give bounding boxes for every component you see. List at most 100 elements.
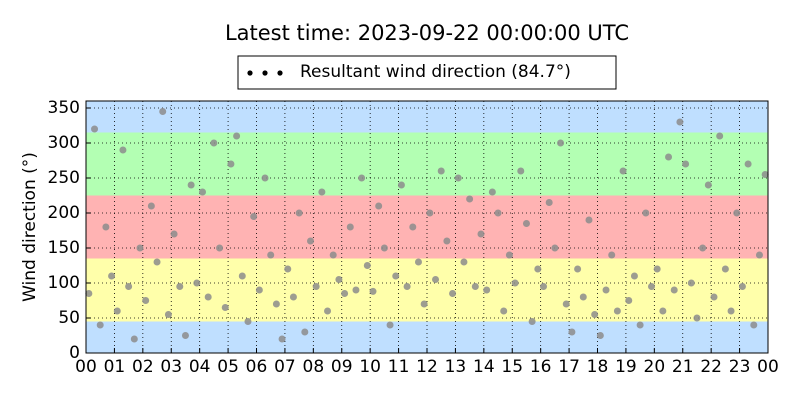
data-point [346, 223, 354, 231]
data-point [210, 139, 218, 147]
x-tick-label: 05 [217, 357, 239, 377]
data-point [500, 307, 508, 315]
legend-marker [277, 70, 283, 76]
data-point [335, 276, 343, 283]
data-point [522, 220, 530, 227]
data-point [414, 258, 422, 266]
x-tick-label: 16 [530, 357, 552, 377]
data-point [551, 244, 559, 252]
data-point [233, 132, 241, 140]
data-point [460, 258, 468, 266]
data-point [693, 314, 701, 322]
data-point [557, 139, 565, 147]
y-tick-label: 50 [58, 308, 80, 328]
data-point [289, 293, 297, 301]
data-point [238, 272, 246, 280]
x-tick-label: 23 [729, 357, 751, 377]
x-tick-label: 03 [160, 357, 182, 377]
legend-marker [262, 70, 268, 76]
data-point [397, 181, 405, 189]
data-point [477, 230, 485, 238]
data-point [153, 258, 161, 266]
data-point [505, 251, 513, 259]
data-point [630, 272, 638, 280]
y-tick-label: 0 [69, 343, 80, 363]
data-point [636, 321, 644, 329]
data-point [403, 283, 411, 290]
data-point [272, 300, 280, 308]
data-point [255, 286, 263, 294]
data-point [352, 286, 360, 294]
data-point [193, 279, 201, 287]
data-point [721, 265, 729, 273]
legend-marker [247, 70, 253, 76]
data-point [596, 332, 604, 339]
data-point [187, 181, 195, 189]
data-point [176, 283, 184, 290]
data-point [699, 244, 707, 252]
data-point [602, 286, 610, 294]
data-point [642, 209, 650, 217]
chart-title: Latest time: 2023-09-22 00:00:00 UTC [225, 21, 629, 45]
data-point [619, 167, 627, 175]
plot-frame [85, 100, 769, 354]
data-point [164, 311, 172, 318]
data-point [432, 276, 440, 283]
data-point [204, 293, 212, 301]
x-tick-label: 18 [587, 357, 609, 377]
data-point [528, 318, 536, 325]
x-tick-label: 11 [388, 357, 410, 377]
data-point [318, 188, 326, 196]
data-point [534, 265, 542, 273]
x-tick-label: 01 [104, 357, 126, 377]
data-point [761, 171, 769, 178]
data-point [312, 283, 320, 290]
data-point [716, 132, 724, 140]
data-point [181, 332, 189, 339]
x-tick-label: 04 [189, 357, 211, 377]
data-point [517, 167, 525, 175]
x-tick-label: 08 [303, 357, 325, 377]
data-point [710, 293, 718, 301]
data-point [119, 146, 127, 154]
y-tick-label: 150 [48, 238, 80, 258]
data-point [96, 321, 104, 329]
data-point [420, 300, 428, 308]
data-point [585, 216, 593, 224]
x-tick-label: 21 [672, 357, 694, 377]
data-point [755, 251, 763, 259]
data-point [653, 265, 661, 273]
data-point [540, 283, 548, 290]
data-point [574, 265, 582, 273]
data-point [750, 321, 758, 329]
data-point [216, 244, 224, 252]
data-point [647, 283, 655, 290]
data-point [682, 160, 690, 168]
data-point [85, 290, 93, 297]
x-tick-label: 07 [274, 357, 296, 377]
data-point [625, 297, 633, 304]
data-point [244, 318, 252, 325]
data-point [454, 174, 462, 182]
data-point [562, 300, 570, 308]
data-point [324, 307, 332, 315]
data-point [392, 272, 400, 280]
data-point [727, 307, 735, 315]
data-point [170, 230, 178, 238]
data-point [306, 237, 314, 245]
data-point [261, 174, 269, 182]
x-tick-label: 17 [558, 357, 580, 377]
data-point [125, 283, 133, 290]
data-point [147, 202, 155, 210]
data-point [659, 307, 667, 315]
data-point [136, 244, 144, 252]
data-point [437, 167, 445, 175]
background-band [86, 101, 768, 133]
data-point [613, 307, 621, 315]
data-point [369, 287, 377, 295]
data-point [511, 279, 519, 287]
y-axis-label: Wind direction (°) [20, 152, 40, 302]
data-point [329, 251, 337, 259]
legend-box [237, 55, 617, 90]
